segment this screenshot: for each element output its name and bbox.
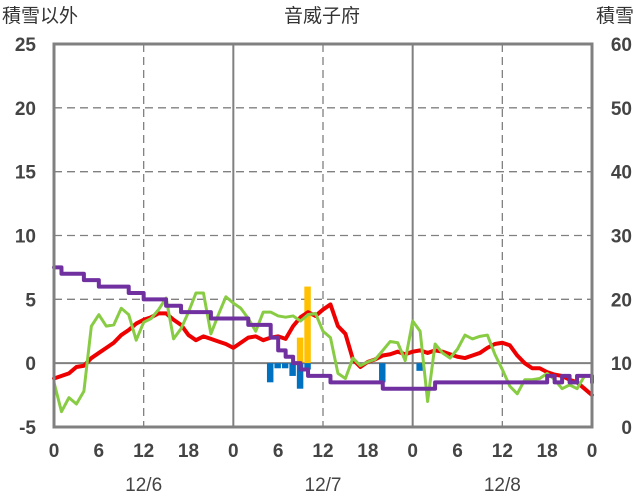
- y-right-tick-label: 60: [611, 35, 632, 56]
- y-left-tick-label: -5: [19, 418, 36, 439]
- x-tick-label: 12: [492, 441, 513, 462]
- x-date-label: 12/7: [305, 475, 342, 496]
- precip-bar: [274, 363, 281, 369]
- x-date-label: 12/8: [484, 475, 521, 496]
- y-left-tick-label: 25: [15, 35, 37, 56]
- x-tick-label: 0: [228, 441, 239, 462]
- y-right-tick-label: 50: [611, 99, 632, 120]
- y-right-tick-label: 40: [611, 163, 632, 184]
- precip-bar: [281, 363, 289, 369]
- x-tick-label: 6: [94, 441, 105, 462]
- precip-bar: [379, 363, 386, 383]
- snowfall-bar: [304, 286, 311, 364]
- chart-title: 音威子府: [284, 5, 360, 27]
- precip-bar: [304, 363, 311, 370]
- y-left-tick-label: 0: [25, 354, 36, 375]
- y-right-tick-label: 30: [611, 227, 632, 248]
- x-tick-label: 0: [587, 441, 598, 462]
- precip-bar: [296, 363, 304, 389]
- y-left-tick-label: 5: [25, 290, 36, 311]
- green-line: [52, 291, 594, 414]
- x-tick-label: 6: [273, 441, 284, 462]
- x-tick-label: 0: [49, 441, 60, 462]
- left-axis-label: 積雪以外: [2, 5, 78, 27]
- x-tick-label: 18: [357, 441, 378, 462]
- plot-border: [52, 42, 594, 429]
- x-tick-label: 12: [312, 441, 333, 462]
- snowfall-bar: [296, 337, 304, 364]
- precip-bar: [289, 363, 296, 376]
- x-tick-label: 0: [407, 441, 418, 462]
- bar-series: [266, 286, 423, 389]
- precip-bar: [266, 363, 274, 383]
- y-left-tick-label: 10: [15, 227, 36, 248]
- x-tick-label: 6: [452, 441, 463, 462]
- y-right-tick-label: 0: [621, 418, 632, 439]
- snow_depth-line: [52, 265, 594, 391]
- line-series: [52, 265, 594, 414]
- y-left-tick-label: 20: [15, 99, 36, 120]
- x-tick-label: 18: [537, 441, 558, 462]
- gridlines: [54, 44, 592, 427]
- x-date-label: 12/6: [125, 475, 162, 496]
- right-axis-label: 積雪: [596, 5, 634, 27]
- x-tick-label: 12: [133, 441, 154, 462]
- y-right-tick-label: 10: [611, 354, 632, 375]
- precip-bar: [416, 363, 423, 371]
- y-left-tick-label: 15: [15, 163, 37, 184]
- y-right-tick-label: 20: [611, 290, 632, 311]
- x-tick-label: 18: [178, 441, 199, 462]
